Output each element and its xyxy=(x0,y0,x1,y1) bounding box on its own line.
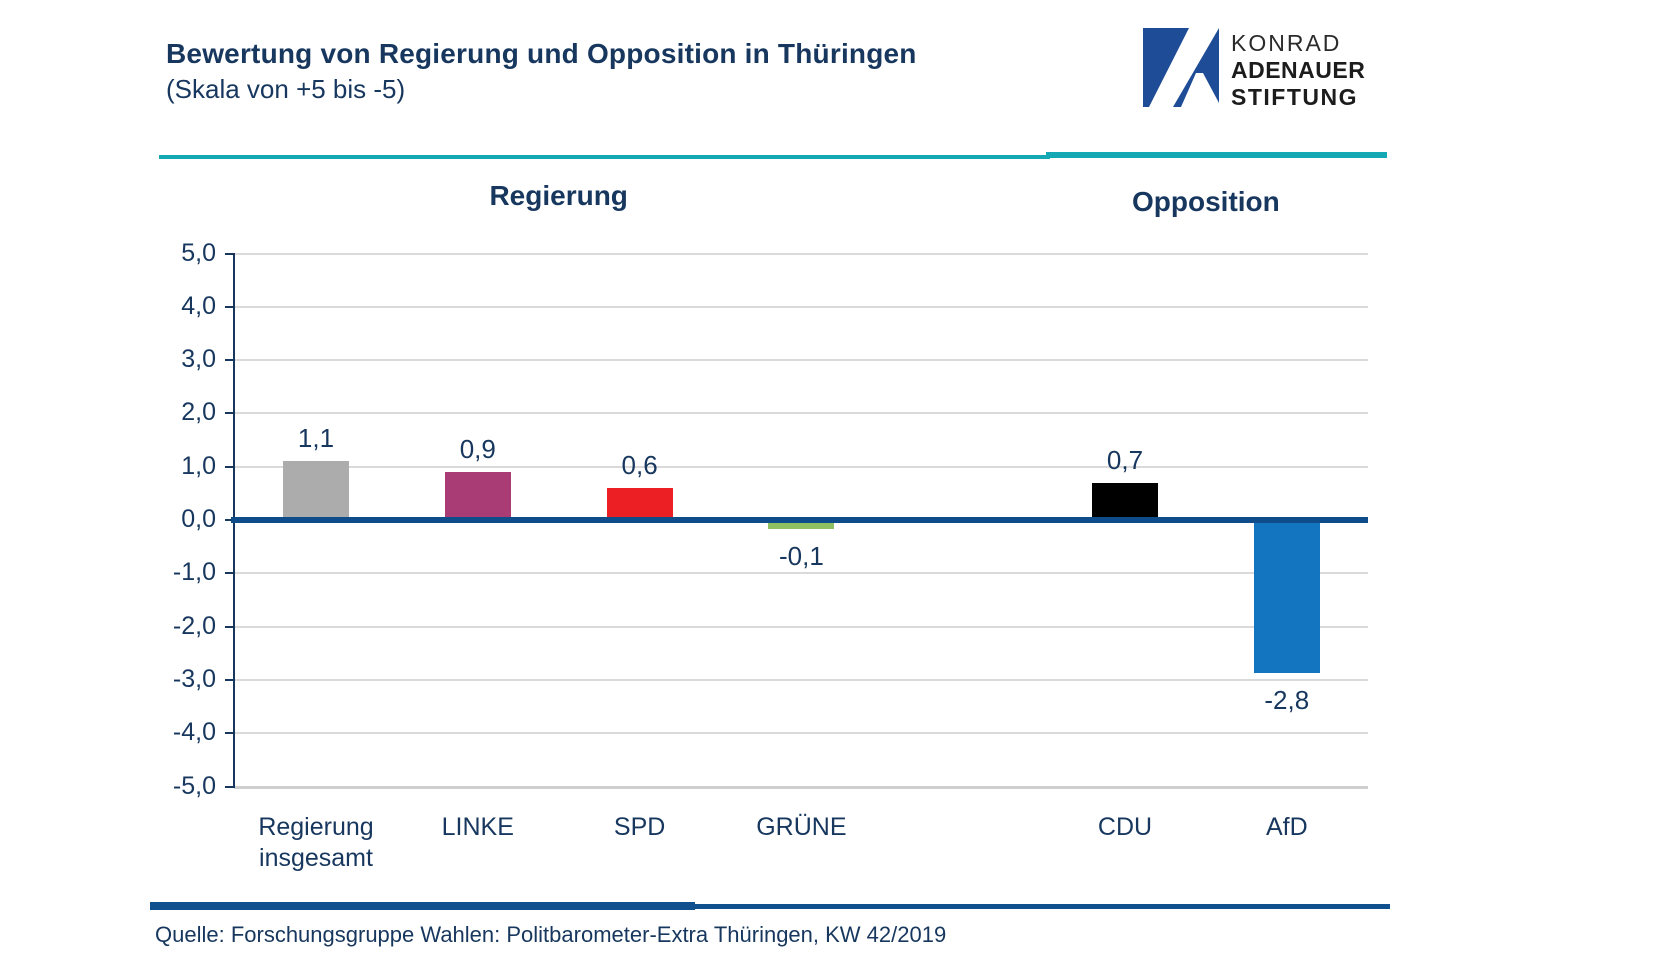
y-tick-label: 3,0 xyxy=(181,345,216,374)
kas-logo-text: KONRAD ADENAUER STIFTUNG xyxy=(1231,28,1366,110)
y-axis-tick xyxy=(225,252,234,255)
y-axis-tick xyxy=(225,412,234,415)
group-header-regierung: Regierung xyxy=(489,180,628,211)
gridline-5,0 xyxy=(234,252,1368,255)
y-tick-label: 0,0 xyxy=(181,505,216,533)
zero-value-line xyxy=(231,517,1368,523)
y-axis-tick xyxy=(225,572,234,575)
group-header-opposition: Opposition xyxy=(1132,186,1280,217)
y-tick-label: -5,0 xyxy=(172,771,216,800)
value-label-afd: -2,8 xyxy=(1264,685,1310,716)
kas-logo-line3: STIFTUNG xyxy=(1231,84,1358,110)
y-tick-label: -4,0 xyxy=(172,718,216,747)
y-tick-label: 2,0 xyxy=(181,398,216,427)
gridline--5,0 xyxy=(234,785,1368,789)
value-label-spd: 0,6 xyxy=(621,450,658,481)
y-tick-label: -1,0 xyxy=(172,558,216,587)
y-tick-label: -2,0 xyxy=(172,611,216,640)
category-label-afd: AfD xyxy=(1265,813,1308,841)
gridline-3,0 xyxy=(234,359,1368,362)
bottom-divider-right-segment xyxy=(680,904,1390,909)
y-axis-tick xyxy=(225,519,234,521)
value-label-linke: 0,9 xyxy=(459,434,496,465)
y-axis-tick xyxy=(225,305,234,308)
y-tick-label: 4,0 xyxy=(181,291,216,320)
y-tick-label: -3,0 xyxy=(172,664,216,693)
bar-afd xyxy=(1253,520,1320,674)
bar-linke xyxy=(444,472,511,522)
category-label-cdu: CDU xyxy=(1097,813,1153,841)
value-label-cdu: 0,7 xyxy=(1106,444,1144,475)
value-label-regierung-insgesamt: 1,1 xyxy=(297,423,335,454)
bar-regierung-insgesamt xyxy=(283,461,349,522)
y-axis-tick xyxy=(225,785,234,788)
bar-cdu xyxy=(1092,482,1158,522)
y-tick-label: 1,0 xyxy=(181,451,216,480)
source-note: Quelle: Forschungsgruppe Wahlen: Politba… xyxy=(155,922,947,947)
bottom-divider-left-segment xyxy=(150,902,695,910)
category-label-gr-ne: GRÜNE xyxy=(756,813,847,841)
value-label-gr-ne: -0,1 xyxy=(778,541,824,572)
kas-logo-a-mark-icon xyxy=(1143,28,1219,108)
kas-logo-line1: KONRAD xyxy=(1231,30,1342,56)
bar-gr-ne xyxy=(768,520,835,530)
gridline-2,0 xyxy=(234,412,1368,415)
category-label-regierung-insgesamt: Regierung insgesamt xyxy=(258,813,374,873)
gridline--3,0 xyxy=(234,678,1368,681)
y-axis-tick xyxy=(225,359,234,362)
gridline-4,0 xyxy=(234,305,1368,308)
y-axis-tick xyxy=(225,732,234,735)
gridline-1,0 xyxy=(234,465,1368,468)
bar-spd xyxy=(606,488,673,522)
kas-logo-line2: ADENAUER xyxy=(1231,57,1366,83)
y-tick-label: 5,0 xyxy=(181,238,216,267)
y-axis-tick xyxy=(225,678,234,681)
gridline--2,0 xyxy=(234,625,1368,628)
top-divider-right-segment xyxy=(1046,152,1387,158)
gridline--4,0 xyxy=(234,732,1368,735)
y-axis-tick xyxy=(225,625,234,628)
kas-logo: KONRAD ADENAUER STIFTUNG xyxy=(1143,28,1403,110)
category-label-spd: SPD xyxy=(613,813,666,841)
page-subtitle: (Skala von +5 bis -5) xyxy=(166,74,406,104)
gridline--1,0 xyxy=(234,572,1368,575)
category-label-linke: LINKE xyxy=(441,813,514,841)
y-axis-tick xyxy=(225,465,234,468)
page-title: Bewertung von Regierung und Opposition i… xyxy=(166,38,917,69)
top-divider-left-segment xyxy=(159,155,1050,159)
